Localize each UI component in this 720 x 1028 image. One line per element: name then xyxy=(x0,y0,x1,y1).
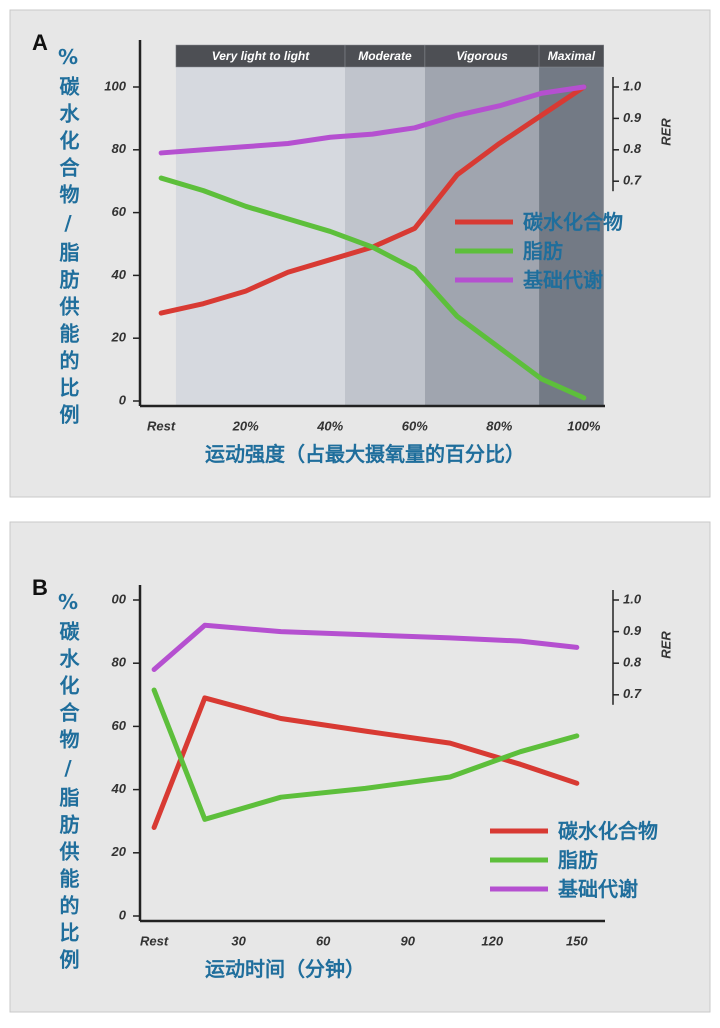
x-tick-label: 60% xyxy=(402,418,428,433)
legend-label: 脂肪 xyxy=(523,239,563,263)
x-axis-label: 运动时间（分钟） xyxy=(205,957,365,981)
series-line xyxy=(151,687,580,822)
series-line xyxy=(158,84,587,156)
panel-b-background xyxy=(9,521,711,1013)
panel-label: A xyxy=(32,30,48,55)
y2-tick-label: 0.7 xyxy=(623,173,642,188)
x-tick-label: 90 xyxy=(400,933,415,948)
zone xyxy=(345,45,425,405)
y-tick-label: 20 xyxy=(111,330,127,345)
y2-tick-label: 0.8 xyxy=(623,655,642,670)
legend-label: 基础代谢 xyxy=(558,877,638,901)
zone-label: Vigorous xyxy=(456,49,508,63)
x-tick-label: Rest xyxy=(140,933,169,948)
y2-tick-label: 0.8 xyxy=(623,141,642,156)
series-line xyxy=(151,695,580,831)
x-tick-label: 20% xyxy=(232,418,259,433)
y-tick-label: 00 xyxy=(112,591,127,606)
zone xyxy=(539,45,604,405)
y-tick-label: 40 xyxy=(111,781,127,796)
y-axis-label: %碳水化合物/脂肪供能的比例 xyxy=(56,45,80,431)
y-tick-label: 0 xyxy=(119,907,127,922)
zone-header xyxy=(538,44,604,68)
panel-label: B xyxy=(32,575,48,600)
y2-tick-label: 0.9 xyxy=(623,110,642,125)
y2-axis-label: RER xyxy=(658,118,673,146)
x-tick-label: 30 xyxy=(231,933,246,948)
y-axis-label: %碳水化合物/脂肪供能的比例 xyxy=(56,590,80,976)
legend-label: 碳水化合物 xyxy=(558,819,658,843)
zone-label: Maximal xyxy=(548,49,596,63)
y-tick-label: 100 xyxy=(104,78,126,93)
x-tick-label: 60 xyxy=(316,933,331,948)
series-line xyxy=(158,175,587,401)
x-tick-label: Rest xyxy=(147,418,176,433)
x-tick-label: 120 xyxy=(481,933,503,948)
y-tick-label: 60 xyxy=(112,204,127,219)
y2-tick-label: 1.0 xyxy=(623,591,642,606)
y-tick-label: 20 xyxy=(111,844,127,859)
series-line xyxy=(151,622,580,673)
legend-label: 碳水化合物 xyxy=(523,210,623,234)
y-tick-label: 60 xyxy=(112,718,127,733)
x-tick-label: 80% xyxy=(486,418,512,433)
x-axis-label: 运动强度（占最大摄氧量的百分比） xyxy=(205,442,525,466)
x-tick-label: 40% xyxy=(316,418,343,433)
y-tick-label: 40 xyxy=(111,267,127,282)
legend-label: 基础代谢 xyxy=(523,268,603,292)
y2-tick-label: 0.9 xyxy=(623,623,642,638)
zone xyxy=(424,45,540,405)
y2-tick-label: 0.7 xyxy=(623,686,642,701)
zone xyxy=(175,45,346,405)
zone-label: Very light to light xyxy=(212,49,311,63)
y-tick-label: 80 xyxy=(112,141,127,156)
y2-tick-label: 1.0 xyxy=(623,78,642,93)
x-tick-label: 150 xyxy=(566,933,588,948)
x-tick-label: 100% xyxy=(567,418,601,433)
zone-label: Moderate xyxy=(358,49,412,63)
y-tick-label: 0 xyxy=(119,392,127,407)
legend-label: 脂肪 xyxy=(558,848,598,872)
y2-axis-label: RER xyxy=(658,631,673,659)
y-tick-label: 80 xyxy=(112,655,127,670)
